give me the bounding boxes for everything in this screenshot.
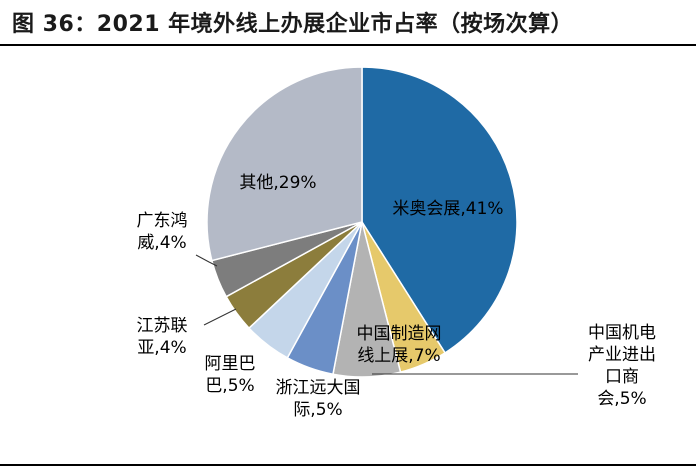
- slice-label-line: 威,4%: [137, 233, 186, 253]
- slice-label-line: 中国机电: [588, 323, 656, 343]
- slice-label-line: 其他,29%: [239, 173, 316, 193]
- slice-label-line: 中国制造网: [357, 324, 442, 344]
- slice-label-line: 阿里巴: [205, 354, 256, 374]
- slice-label-line: 江苏联: [137, 316, 188, 336]
- slice-label-line: 口商: [605, 367, 639, 387]
- slice-label-3: 浙江远大国际,5%: [276, 378, 361, 420]
- slice-label-line: 际,5%: [293, 400, 342, 420]
- slice-label-line: 巴,5%: [205, 376, 254, 396]
- pie-slice-0: [361, 66, 518, 354]
- leader-line-6: [195, 254, 218, 267]
- slice-label-line: 亚,4%: [137, 338, 186, 358]
- slice-label-7: 其他,29%: [239, 173, 316, 193]
- slice-label-6: 广东鸿威,4%: [137, 211, 188, 253]
- pie-slice-7: [206, 66, 363, 262]
- slice-label-0: 米奥会展,41%: [392, 199, 503, 219]
- leader-line-5: [203, 308, 237, 326]
- slice-label-1: 中国机电产业进出口商会,5%: [588, 323, 656, 409]
- slice-label-2: 中国制造网线上展,7%: [357, 324, 442, 366]
- slice-label-5: 江苏联亚,4%: [137, 316, 188, 358]
- slice-label-line: 产业进出: [588, 345, 656, 365]
- chart-title: 图 36：2021 年境外线上办展企业市占率（按场次算）: [12, 12, 574, 37]
- slice-label-4: 阿里巴巴,5%: [205, 354, 256, 396]
- title-divider: [0, 44, 696, 46]
- slice-label-line: 线上展,7%: [357, 346, 440, 366]
- slice-label-line: 浙江远大国: [276, 378, 361, 398]
- bottom-divider: [0, 464, 696, 466]
- slice-label-line: 会,5%: [597, 389, 646, 409]
- slice-label-line: 广东鸿: [137, 211, 188, 231]
- slice-label-line: 米奥会展,41%: [392, 199, 503, 219]
